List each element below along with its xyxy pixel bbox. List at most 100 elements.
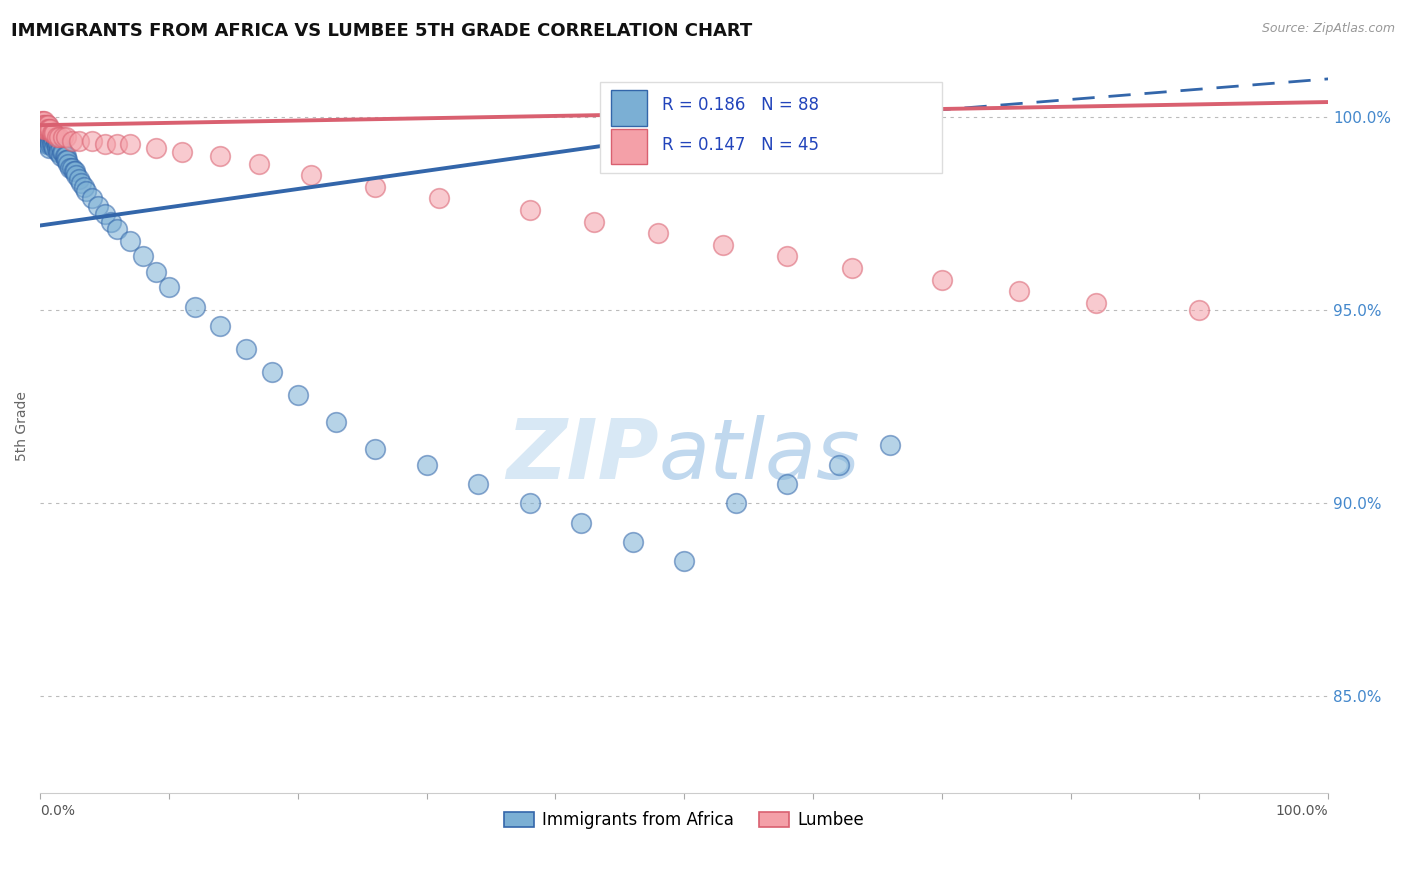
Point (519, 203, 541, 218)
Text: 100.0%: 100.0% (1275, 805, 1329, 818)
Point (38, 141, 60, 155)
Point (31, 126, 53, 140)
Point (39, 134, 62, 148)
Point (48, 141, 70, 155)
Point (45, 141, 67, 155)
Point (35, 118, 58, 132)
Point (44, 141, 66, 155)
Point (1188, 303, 1211, 318)
Point (46, 145, 69, 160)
Point (582, 214, 605, 228)
Point (31, 118, 53, 132)
Point (30, 126, 52, 140)
Point (37, 118, 59, 132)
Point (93, 207, 115, 221)
FancyBboxPatch shape (610, 90, 647, 126)
Point (879, 438, 901, 452)
Point (35, 126, 58, 140)
Point (44, 134, 66, 148)
Point (80, 134, 103, 148)
Point (35, 122, 58, 136)
Point (145, 265, 167, 279)
Point (157, 280, 180, 294)
Point (42, 126, 65, 140)
Point (31, 118, 53, 132)
Point (46, 137, 69, 152)
Point (31, 114, 53, 128)
Point (235, 342, 257, 356)
Point (34, 129, 56, 144)
Point (209, 149, 232, 163)
Y-axis label: 5th Grade: 5th Grade (15, 392, 30, 461)
FancyBboxPatch shape (600, 81, 942, 173)
Point (55, 129, 77, 144)
Point (32, 122, 55, 136)
Point (60, 161, 83, 175)
Point (52, 145, 75, 160)
Point (209, 318, 232, 333)
Point (31, 122, 53, 136)
Point (73, 180, 96, 194)
Point (32, 118, 55, 132)
Point (34, 134, 56, 148)
Point (32, 129, 55, 144)
Point (30, 114, 52, 128)
Point (120, 234, 142, 248)
Point (673, 554, 696, 568)
Point (31, 129, 53, 144)
Point (34, 126, 56, 140)
Point (145, 141, 167, 155)
Point (76, 184, 98, 198)
Point (35, 137, 58, 152)
Point (1008, 284, 1031, 298)
Point (45, 134, 67, 148)
Point (42, 129, 65, 144)
Point (287, 388, 309, 402)
Point (39, 137, 62, 152)
Point (519, 496, 541, 510)
Point (105, 222, 128, 236)
Point (45, 137, 67, 152)
Point (80, 192, 103, 206)
Point (569, 516, 592, 530)
Point (30, 122, 52, 136)
Point (1085, 295, 1108, 310)
Text: 0.0%: 0.0% (41, 805, 75, 818)
Point (931, 272, 953, 286)
Point (776, 249, 799, 263)
Point (65, 169, 87, 183)
Point (364, 442, 387, 457)
Point (49, 149, 72, 163)
Point (39, 122, 62, 136)
Point (67, 172, 90, 186)
Point (67, 134, 90, 148)
Text: IMMIGRANTS FROM AFRICA VS LUMBEE 5TH GRADE CORRELATION CHART: IMMIGRANTS FROM AFRICA VS LUMBEE 5TH GRA… (11, 22, 752, 40)
Point (170, 145, 193, 160)
Point (38, 129, 60, 144)
Point (42, 126, 65, 140)
Point (841, 260, 863, 275)
Point (247, 157, 270, 171)
Point (44, 126, 66, 140)
Point (35, 122, 58, 136)
Point (52, 129, 75, 144)
Point (711, 237, 734, 252)
Text: R = 0.186   N = 88: R = 0.186 N = 88 (662, 96, 820, 114)
Point (299, 169, 322, 183)
Point (105, 137, 128, 152)
Point (41, 126, 63, 140)
Point (37, 129, 59, 144)
Point (31, 122, 53, 136)
Point (45, 137, 67, 152)
Point (724, 496, 747, 510)
Point (87, 199, 110, 213)
Point (30, 118, 52, 132)
Point (100, 214, 122, 228)
Text: Source: ZipAtlas.com: Source: ZipAtlas.com (1261, 22, 1395, 36)
Point (93, 137, 115, 152)
Point (62, 164, 84, 178)
Point (38, 122, 60, 136)
Point (42, 137, 65, 152)
Point (38, 134, 60, 148)
Text: R = 0.147   N = 45: R = 0.147 N = 45 (662, 136, 820, 154)
